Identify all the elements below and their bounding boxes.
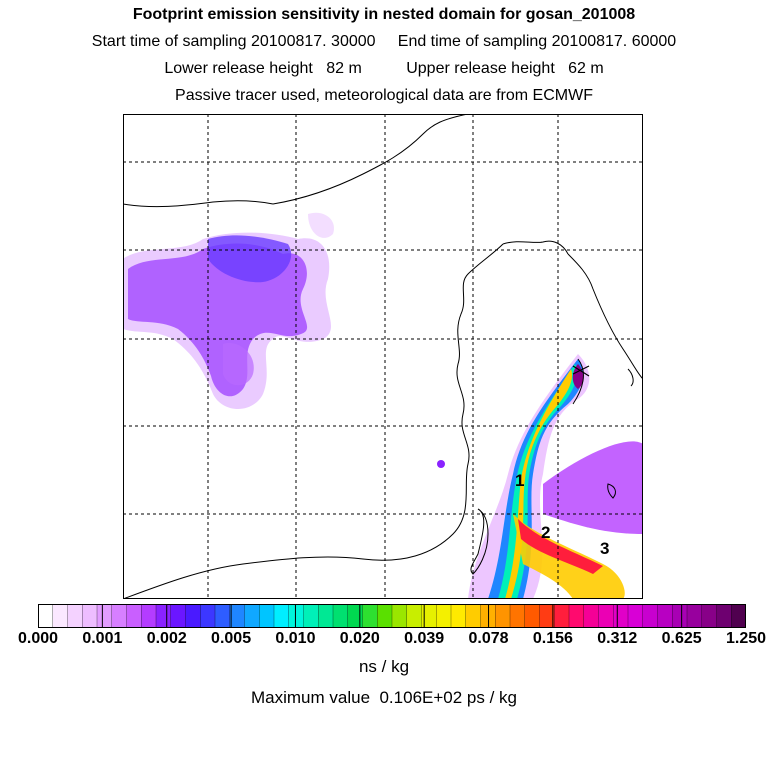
colorbar-cell [347, 604, 363, 628]
colorbar-cell [391, 604, 408, 628]
colorbar-cell [126, 604, 142, 628]
colorbar-tick-label: 0.020 [339, 630, 380, 647]
colorbar-cell [731, 604, 746, 628]
colorbar-tick-label: 1.250 [725, 630, 767, 647]
colorbar-cell [554, 604, 570, 628]
colorbar-tick-label: 0.002 [146, 630, 187, 647]
colorbar-cell [377, 604, 393, 628]
colorbar-cell [642, 604, 658, 628]
colorbar-cell [244, 604, 260, 628]
colorbar-cell [627, 604, 644, 628]
colorbar-cell [303, 604, 319, 628]
colorbar-cell [362, 604, 378, 628]
colorbar-cell [509, 604, 526, 628]
maximum-value-note: Maximum value 0.106E+02 ps / kg [251, 688, 517, 707]
colorbar-major-dividers [101, 604, 683, 628]
colorbar-tick-label: 0.625 [661, 630, 702, 647]
plot-title: Footprint emission sensitivity in nested… [132, 6, 636, 23]
marker-3: 3 [600, 539, 609, 558]
colorbar-cell [214, 604, 231, 628]
colorbar [38, 604, 746, 628]
colorbar-cell [82, 604, 98, 628]
colorbar-tick-label: 0.001 [82, 630, 123, 647]
colorbar-tick-label: 0.039 [404, 630, 445, 647]
colorbar-cell [96, 604, 113, 628]
colorbar-units: ns / kg [358, 657, 410, 676]
colorbar-cell [495, 604, 511, 628]
colorbar-cell [111, 604, 127, 628]
colorbar-cell [613, 604, 629, 628]
colorbar-tick-label: 0.010 [275, 630, 316, 647]
colorbar-cell [155, 604, 172, 628]
colorbar-cell [318, 604, 334, 628]
sensitivity-field [123, 212, 643, 599]
colorbar-cell [598, 604, 614, 628]
colorbar-cell [332, 604, 349, 628]
colorbar-cell [701, 604, 717, 628]
coastlines [123, 114, 643, 599]
colorbar-tick-label: 0.000 [17, 630, 59, 647]
colorbar-cell [465, 604, 481, 628]
colorbar-cell [259, 604, 275, 628]
colorbar-cell [436, 604, 452, 628]
footprint-map: 1 2 3 [123, 114, 643, 599]
colorbar-cell [716, 604, 732, 628]
colorbar-tick-label: 0.156 [532, 630, 573, 647]
colorbar-frame [38, 604, 746, 628]
marker-2: 2 [541, 523, 550, 542]
map-frame [123, 114, 643, 599]
tracer-info-line: Passive tracer used, meteorological data… [175, 87, 593, 104]
marker-1: 1 [515, 471, 524, 490]
sampling-time-line: Start time of sampling 20100817. 30000 E… [91, 33, 677, 50]
release-site-marker [572, 365, 590, 377]
colorbar-cell [200, 604, 216, 628]
colorbar-cell [686, 604, 703, 628]
colorbar-cell [52, 604, 68, 628]
colorbar-cell [67, 604, 83, 628]
colorbar-cell [141, 604, 157, 628]
colorbar-tick-labels: 0.000 0.001 0.002 0.005 0.010 0.020 0.039 0.078… [0, 630, 768, 652]
colorbar-tick-label: 0.312 [597, 630, 638, 647]
colorbar-cell [672, 604, 688, 628]
colorbar-cell [38, 604, 54, 628]
lat-lon-grid [123, 114, 643, 599]
colorbar-cell [229, 604, 245, 628]
colorbar-cell [480, 604, 496, 628]
colorbar-cell [450, 604, 467, 628]
colorbar-cell [273, 604, 290, 628]
colorbar-cell [524, 604, 540, 628]
colorbar-cell [288, 604, 304, 628]
colorbar-cell [170, 604, 186, 628]
colorbar-tick-label: 0.078 [468, 630, 509, 647]
colorbar-cell [185, 604, 201, 628]
colorbar-cell [539, 604, 555, 628]
colorbar-cell [657, 604, 673, 628]
colorbar-cells [38, 604, 746, 628]
colorbar-cell [406, 604, 422, 628]
colorbar-cell [583, 604, 599, 628]
release-height-line: Lower release height 82 m Upper release … [164, 60, 604, 77]
colorbar-cell [568, 604, 585, 628]
colorbar-tick-label: 0.005 [211, 630, 252, 647]
